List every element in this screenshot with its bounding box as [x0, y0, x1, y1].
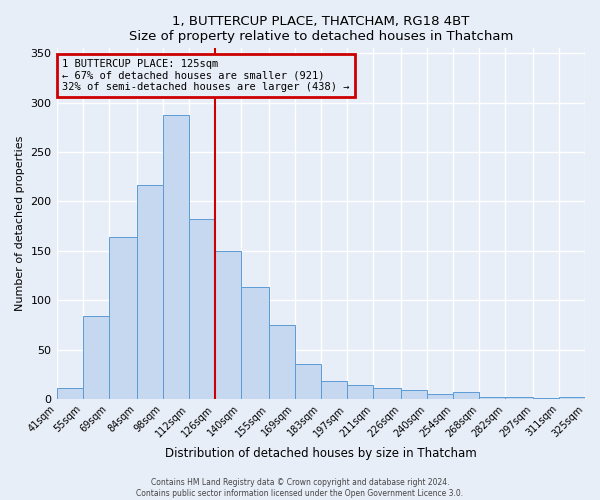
Y-axis label: Number of detached properties: Number of detached properties [15, 136, 25, 312]
Bar [321, 381, 347, 399]
Bar [109, 237, 137, 399]
Bar [56, 388, 83, 399]
Bar [163, 116, 188, 399]
Bar [241, 288, 269, 399]
Bar [373, 388, 401, 399]
Bar [559, 397, 585, 399]
Bar [479, 397, 505, 399]
Bar [505, 397, 533, 399]
Bar [427, 394, 453, 399]
Bar [83, 316, 109, 399]
Bar [137, 184, 163, 399]
X-axis label: Distribution of detached houses by size in Thatcham: Distribution of detached houses by size … [165, 447, 476, 460]
Bar [401, 390, 427, 399]
Bar [269, 325, 295, 399]
Bar [215, 251, 241, 399]
Title: 1, BUTTERCUP PLACE, THATCHAM, RG18 4BT
Size of property relative to detached hou: 1, BUTTERCUP PLACE, THATCHAM, RG18 4BT S… [128, 15, 513, 43]
Text: 1 BUTTERCUP PLACE: 125sqm
← 67% of detached houses are smaller (921)
32% of semi: 1 BUTTERCUP PLACE: 125sqm ← 67% of detac… [62, 59, 349, 92]
Bar [295, 364, 321, 399]
Bar [453, 392, 479, 399]
Bar [188, 219, 215, 399]
Text: Contains HM Land Registry data © Crown copyright and database right 2024.
Contai: Contains HM Land Registry data © Crown c… [136, 478, 464, 498]
Bar [533, 398, 559, 399]
Bar [347, 385, 373, 399]
